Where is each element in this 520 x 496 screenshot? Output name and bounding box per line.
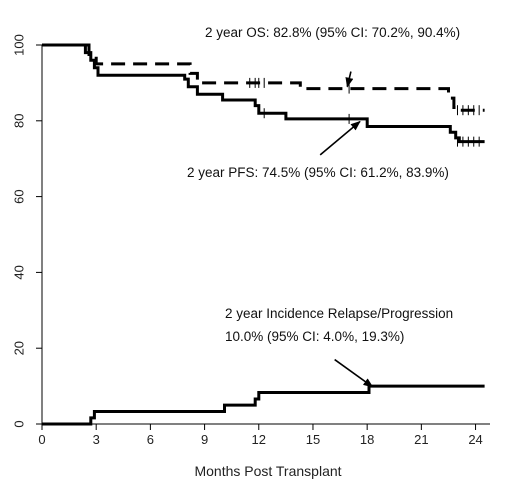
x-tick-label: 24: [468, 432, 482, 447]
y-tick-label: 20: [11, 341, 26, 355]
x-tick-label: 3: [93, 432, 100, 447]
series-os-line: [42, 43, 485, 112]
annotation-relapse-line2: 10.0% (95% CI: 4.0%, 19.3%): [225, 329, 404, 344]
x-axis-title: Months Post Transplant: [194, 463, 341, 479]
y-tick-label: 0: [11, 420, 26, 427]
y-tick-label: 60: [11, 189, 26, 203]
x-tick-label: 15: [306, 432, 320, 447]
y-tick-label: 80: [11, 114, 26, 128]
series-layer: [42, 43, 485, 426]
x-tick-label: 21: [414, 432, 428, 447]
annotation-relapse-line1: 2 year Incidence Relapse/Progression: [225, 306, 453, 321]
x-tick-label: 18: [360, 432, 374, 447]
series-relapse-line: [42, 384, 485, 426]
series-pfs-line: [42, 43, 485, 144]
annotation-pfs: 2 year PFS: 74.5% (95% CI: 61.2%, 83.9%): [187, 165, 449, 180]
arrow-relapse: [334, 358, 374, 388]
annotation-layer: 2 year OS: 82.8% (95% CI: 70.2%, 90.4%) …: [187, 25, 460, 388]
arrow-pfs: [319, 120, 361, 156]
annotation-os: 2 year OS: 82.8% (95% CI: 70.2%, 90.4%): [205, 25, 460, 40]
axes: 0 3 6 9 12 15 18 21 24 0 20 40 60 80 100: [11, 34, 490, 447]
y-tick-label: 100: [11, 34, 26, 56]
arrow-os: [345, 71, 354, 88]
x-tick-label: 0: [38, 432, 45, 447]
x-tick-label: 9: [201, 432, 208, 447]
x-tick-label: 12: [252, 432, 266, 447]
x-tick-label: 6: [147, 432, 154, 447]
y-tick-label: 40: [11, 265, 26, 279]
